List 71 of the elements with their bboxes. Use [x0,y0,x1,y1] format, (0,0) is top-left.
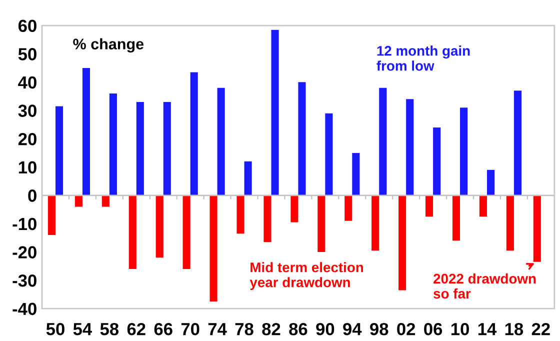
y-tick-label: 30 [18,104,36,117]
x-tick-label: 90 [316,322,334,336]
y-tick-label: -20 [12,246,36,258]
bar [533,195,541,262]
bar [102,195,110,207]
x-tick-label: 18 [505,322,524,336]
bar [182,195,190,269]
y-tick-label: 60 [18,20,36,32]
x-tick-label: 74 [208,323,227,336]
annotation: Mid term election year drawdown [250,262,364,290]
y-tick-label: 50 [18,48,36,60]
bar [190,72,198,196]
bar [398,195,406,290]
y-tick-label: -10 [12,218,36,230]
x-tick-label: 06 [424,322,442,336]
bar [210,195,218,302]
bar [244,161,252,196]
x-tick-label: 86 [289,322,308,336]
bar [128,195,136,269]
bar [217,88,225,196]
x-tick-label: 50 [46,322,64,336]
bar [290,195,298,222]
bar [48,195,56,236]
bar [452,195,460,241]
bar [109,94,117,196]
bar [406,99,414,196]
y-tick-label: 0 [28,190,36,202]
bar [136,102,144,196]
x-tick-label: 98 [370,322,388,336]
bar [352,152,360,196]
bar [514,90,522,196]
y-tick-label: 40 [18,76,36,89]
bar [486,170,495,196]
x-tick-label: 02 [397,322,416,336]
bar [318,195,326,252]
x-tick-label: 62 [127,322,146,336]
bar [433,127,441,196]
bar [74,195,82,207]
bar [425,195,434,217]
x-tick-label: 66 [154,322,172,336]
x-tick-label: 54 [73,323,92,336]
bar [479,195,487,217]
x-tick-label: 14 [478,323,497,336]
y-tick-label: -40 [12,302,36,316]
y-tick-label: -30 [12,274,36,287]
bar [163,102,171,196]
bar [271,30,279,196]
bar [82,68,90,196]
x-tick-label: 82 [262,322,280,336]
bar [236,195,244,234]
bar [298,82,306,196]
bar [379,88,387,196]
x-tick-label: 58 [100,322,119,336]
bar [325,113,333,196]
y-tick-label: 20 [18,132,36,146]
bar [344,195,352,221]
x-tick-label: 70 [181,322,200,336]
bar [156,195,164,258]
y-tick-label: 10 [18,161,36,174]
bar [506,195,514,251]
annotation: 2022 drawdown so far [434,273,536,299]
x-tick-label: 10 [451,322,469,336]
x-tick-label: 78 [235,322,254,336]
annotation: 12 month gain from low [376,46,470,71]
bar [460,108,468,196]
bar [372,195,380,251]
x-tick-label: 22 [532,322,550,336]
bar [55,106,64,196]
text: % change [73,38,144,53]
bar [264,195,272,242]
x-tick-label: 94 [343,322,362,336]
